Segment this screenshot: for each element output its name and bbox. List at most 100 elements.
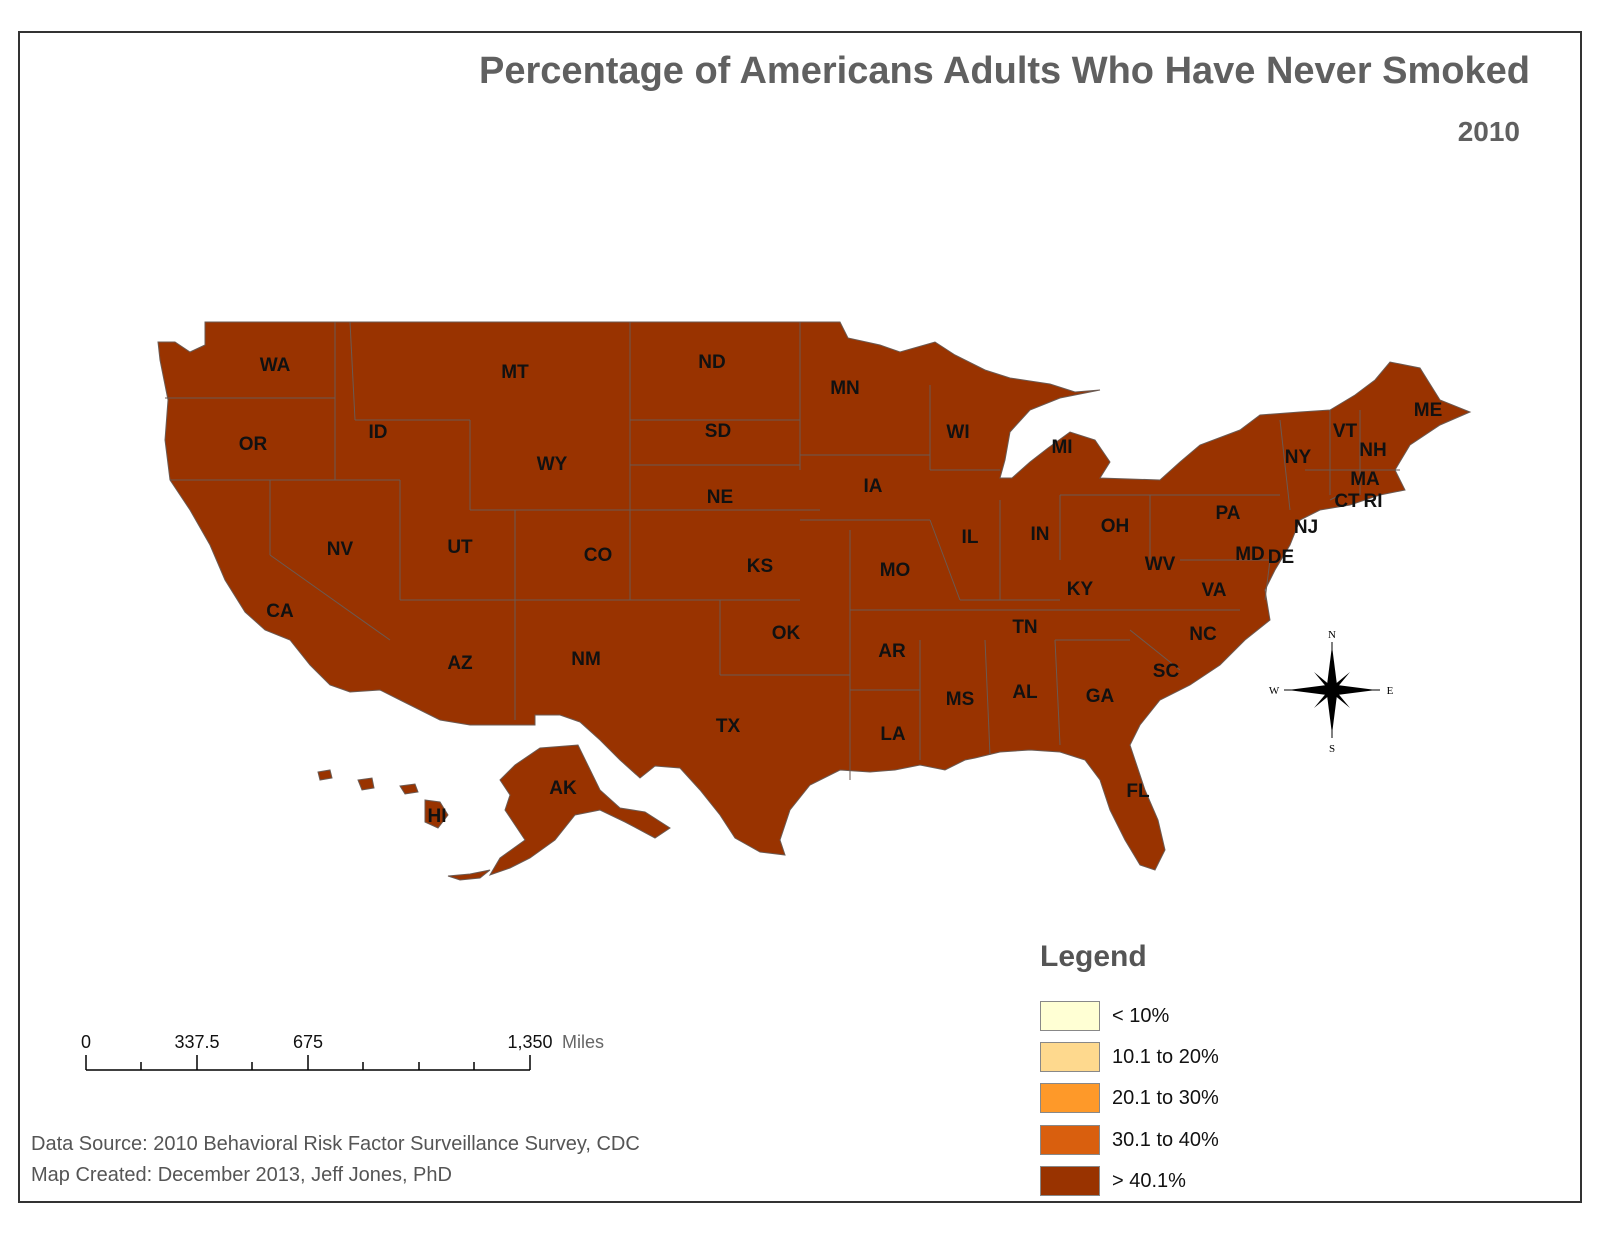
state-label-or: OR	[239, 434, 268, 455]
map-subtitle: 2010	[1457, 116, 1520, 147]
map-frame	[18, 31, 1582, 1203]
state-label-pa: PA	[1216, 503, 1241, 524]
state-label-mo: MO	[880, 560, 911, 581]
state-label-nd: ND	[698, 352, 725, 373]
state-label-de: DE	[1268, 547, 1294, 568]
legend-swatch	[1040, 1001, 1100, 1031]
state-label-fl: FL	[1126, 781, 1150, 802]
legend-item: 10.1 to 20%	[1040, 1041, 1219, 1073]
state-label-wi: WI	[946, 422, 969, 443]
scale-label: 0	[80, 1032, 92, 1052]
state-label-ut: UT	[447, 537, 473, 558]
state-border-line	[1279, 419, 1291, 511]
state-label-id: ID	[369, 422, 388, 443]
state-label-mt: MT	[501, 362, 529, 383]
legend-label: 30.1 to 40%	[1112, 1128, 1219, 1151]
us-states-fill	[157, 321, 1472, 881]
alaska-islands-shape	[447, 869, 491, 881]
state-label-ks: KS	[747, 556, 773, 577]
state-border-line	[1054, 639, 1061, 746]
state-border-line	[1129, 629, 1181, 671]
state-label-ca: CA	[266, 601, 294, 622]
legend-title: Legend	[1040, 940, 1147, 973]
legend-label: 20.1 to 30%	[1112, 1086, 1219, 1109]
state-label-nv: NV	[327, 539, 354, 560]
hawaii-maui-shape	[399, 783, 419, 795]
state-border-line	[1264, 559, 1271, 601]
state-label-ak: AK	[549, 778, 577, 799]
legend-item: < 10%	[1040, 1000, 1169, 1032]
state-label-in: IN	[1031, 524, 1050, 545]
legend-swatch	[1040, 1125, 1100, 1155]
legend-item: > 40.1%	[1040, 1165, 1186, 1197]
alaska-shape	[488, 744, 671, 876]
state-labels: WAORCAIDNVMTWYUTAZCONMNDSDNEKSOKTXMNIAMO…	[239, 352, 1443, 827]
state-label-ky: KY	[1067, 579, 1094, 600]
state-border-line	[1329, 494, 1341, 501]
scale-label: 337.5	[174, 1032, 220, 1052]
state-label-ms: MS	[946, 689, 975, 710]
state-label-ia: IA	[864, 476, 883, 497]
state-label-nc: NC	[1189, 624, 1217, 645]
state-label-nh: NH	[1359, 440, 1386, 461]
hawaii-kauai-shape	[317, 769, 333, 781]
state-border-line	[929, 519, 961, 601]
state-label-ne: NE	[707, 487, 733, 508]
legend-label: < 10%	[1112, 1004, 1170, 1027]
state-border-line	[269, 554, 391, 641]
state-label-mi: MI	[1051, 437, 1072, 458]
state-label-ok: OK	[772, 623, 801, 644]
compass-n-label: N	[1328, 629, 1336, 641]
compass-rose-icon: N S E W	[1269, 629, 1394, 755]
legend-label: > 40.1%	[1112, 1169, 1186, 1192]
map-title: Percentage of Americans Adults Who Have …	[479, 50, 1530, 92]
state-label-sc: SC	[1153, 661, 1180, 682]
legend-label: 10.1 to 20%	[1112, 1045, 1219, 1068]
state-border-line	[984, 639, 991, 756]
legend-item: 30.1 to 40%	[1040, 1124, 1219, 1156]
state-label-nj: NJ	[1294, 517, 1318, 538]
state-label-md: MD	[1235, 544, 1265, 565]
state-label-wv: WV	[1145, 554, 1176, 575]
scale-label: 675	[292, 1032, 324, 1052]
state-border-line	[349, 321, 356, 421]
legend-item: 20.1 to 30%	[1040, 1082, 1219, 1114]
state-label-co: CO	[584, 545, 613, 566]
state-label-ny: NY	[1285, 447, 1312, 468]
state-borders	[165, 321, 1400, 780]
hawaii-oahu-shape	[357, 777, 375, 791]
state-label-hi: HI	[428, 806, 447, 827]
compass-s-label: S	[1329, 743, 1335, 755]
state-label-me: ME	[1414, 400, 1443, 421]
state-label-az: AZ	[447, 653, 473, 674]
state-label-ri: RI	[1364, 491, 1383, 512]
scale-bar	[85, 1055, 531, 1071]
scale-unit: Miles	[562, 1032, 605, 1052]
legend-swatch	[1040, 1166, 1100, 1196]
data-source-text: Data Source: 2010 Behavioral Risk Factor…	[31, 1133, 640, 1155]
compass-e-label: E	[1387, 685, 1394, 697]
map-created-text: Map Created: December 2013, Jeff Jones, …	[31, 1164, 452, 1186]
state-label-vt: VT	[1333, 421, 1358, 442]
contiguous-us-shape	[157, 321, 1472, 871]
state-label-al: AL	[1012, 682, 1038, 703]
state-label-va: VA	[1202, 580, 1227, 601]
compass-w-label: W	[1269, 685, 1280, 697]
state-label-mn: MN	[830, 378, 860, 399]
state-label-ar: AR	[878, 641, 906, 662]
scale-label: 1,350	[507, 1032, 553, 1052]
state-label-tx: TX	[716, 716, 741, 737]
state-label-sd: SD	[705, 421, 731, 442]
state-label-oh: OH	[1101, 516, 1130, 537]
hawaii-big-island-shape	[424, 799, 449, 829]
state-label-wa: WA	[260, 355, 291, 376]
state-label-ga: GA	[1086, 686, 1115, 707]
state-label-tn: TN	[1012, 617, 1037, 638]
state-label-nm: NM	[571, 649, 601, 670]
legend-swatch	[1040, 1083, 1100, 1113]
state-label-ct: CT	[1334, 491, 1360, 512]
state-label-la: LA	[880, 724, 906, 745]
state-label-il: IL	[962, 527, 979, 548]
state-label-wy: WY	[537, 454, 568, 475]
